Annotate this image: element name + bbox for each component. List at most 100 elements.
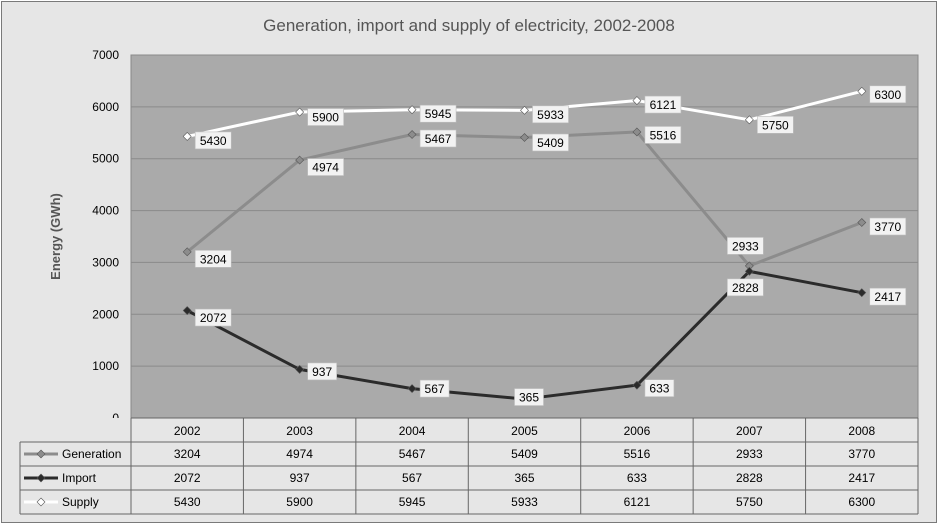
data-label-box: [757, 116, 794, 134]
data-label-import: 937: [312, 365, 332, 379]
data-point-supply: [182, 131, 192, 141]
data-label-supply: 5945: [425, 107, 452, 121]
data-point-generation: [407, 130, 417, 139]
legend-marker-import: [36, 473, 46, 483]
data-label-box: [514, 388, 544, 406]
table-cell-import: 2828: [736, 471, 763, 485]
data-label-box: [307, 362, 337, 381]
data-label-supply: 5750: [762, 118, 789, 132]
data-label-box: [194, 131, 232, 150]
table-cell-supply: 5430: [174, 495, 201, 509]
table-cell-generation: 5516: [624, 447, 651, 461]
data-label-generation: 4974: [312, 161, 339, 175]
table-cell-generation: 4974: [286, 447, 313, 461]
data-point-import: [632, 380, 642, 390]
data-label-box: [419, 129, 457, 148]
data-label-import: 2828: [732, 281, 759, 295]
y-axis-label: Energy (GWh): [48, 193, 63, 280]
table-cell-import: 365: [514, 471, 534, 485]
data-label-box: [307, 108, 344, 126]
data-point-import: [407, 384, 417, 394]
data-point-generation: [520, 133, 529, 142]
data-point-import: [744, 266, 754, 276]
x-tick-label: 2002: [174, 424, 201, 438]
data-label-import: 567: [425, 382, 445, 396]
data-label-generation: 5467: [425, 132, 452, 146]
data-label-generation: 5409: [537, 136, 564, 150]
data-point-generation: [857, 218, 867, 227]
data-point-supply: [407, 105, 417, 115]
table-cell-generation: 3770: [848, 447, 875, 461]
data-label-generation: 3770: [874, 220, 901, 234]
table-cell-supply: 5933: [511, 495, 538, 509]
legend-entry-import: Import: [62, 471, 97, 485]
table-cell-import: 2417: [848, 471, 875, 485]
data-label-box: [727, 237, 764, 255]
table-cell-import: 937: [290, 471, 310, 485]
x-tick-label: 2003: [286, 424, 313, 438]
table-cell-generation: 5467: [399, 447, 426, 461]
table-cell-import: 633: [627, 471, 647, 485]
data-label-box: [644, 379, 675, 397]
x-tick-label: 2005: [511, 424, 538, 438]
data-label-generation: 3204: [200, 252, 227, 266]
data-point-import: [857, 288, 867, 298]
table-cell-supply: 5900: [286, 495, 313, 509]
data-label-box: [644, 126, 682, 144]
data-label-generation: 2933: [732, 239, 759, 253]
data-point-import: [182, 306, 192, 315]
data-point-generation: [632, 127, 642, 137]
data-label-box: [532, 105, 569, 124]
legend-entry-supply: Supply: [62, 495, 99, 509]
data-label-box: [194, 308, 232, 327]
data-point-supply: [632, 96, 642, 106]
data-label-import: 2417: [874, 290, 901, 304]
table-cell-supply: 6121: [624, 495, 651, 509]
y-tick-label: 4000: [92, 204, 119, 218]
legend-marker-generation: [36, 449, 46, 459]
data-point-supply: [295, 107, 305, 117]
data-label-box: [307, 158, 344, 176]
table-cell-supply: 6300: [848, 495, 875, 509]
table-cell-generation: 2933: [736, 447, 763, 461]
data-point-supply: [857, 86, 867, 96]
x-tick-label: 2008: [848, 424, 875, 438]
data-label-box: [869, 287, 907, 306]
data-label-box: [869, 217, 907, 236]
chart-title: Generation, import and supply of electri…: [263, 16, 675, 35]
data-label-supply: 6300: [874, 88, 901, 102]
legend-entry-generation: Generation: [62, 447, 121, 461]
data-label-box: [419, 104, 457, 123]
y-tick-label: 6000: [92, 100, 119, 114]
data-label-box: [419, 379, 450, 398]
data-label-box: [532, 133, 569, 152]
data-point-generation: [182, 247, 192, 257]
data-label-supply: 6121: [650, 98, 677, 112]
data-label-box: [869, 85, 907, 104]
table-cell-generation: 5409: [511, 447, 538, 461]
data-label-import: 365: [519, 391, 539, 405]
plot-area: [130, 54, 919, 419]
x-tick-label: 2006: [624, 424, 651, 438]
table-cell-supply: 5945: [399, 495, 426, 509]
data-label-generation: 5516: [650, 128, 677, 142]
data-label-supply: 5900: [312, 111, 339, 125]
data-point-supply: [520, 105, 529, 115]
y-tick-label: 7000: [92, 48, 119, 62]
table-cell-import: 2072: [174, 471, 201, 485]
data-point-generation: [295, 155, 305, 165]
data-point-supply: [744, 115, 754, 125]
y-tick-label: 2000: [92, 307, 119, 321]
data-label-import: 633: [649, 382, 669, 396]
data-label-box: [644, 95, 682, 114]
y-tick-label: 1000: [92, 359, 119, 373]
data-label-import: 2072: [200, 311, 227, 325]
data-label-box: [194, 250, 232, 268]
x-tick-label: 2007: [736, 424, 763, 438]
table-cell-supply: 5750: [736, 495, 763, 509]
data-label-box: [727, 278, 764, 297]
table-cell-import: 567: [402, 471, 422, 485]
table-cell-generation: 3204: [174, 447, 201, 461]
data-label-supply: 5430: [200, 134, 227, 148]
